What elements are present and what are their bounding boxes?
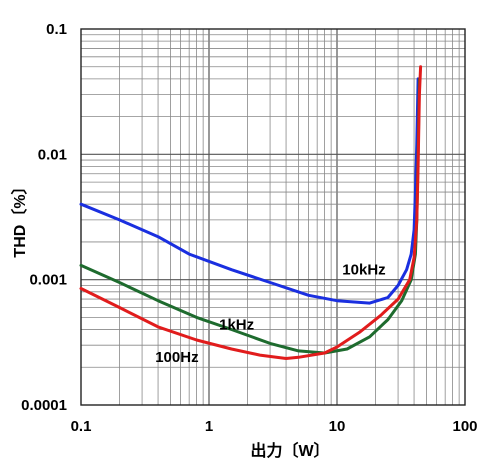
y-tick-label: 0.01 (38, 146, 67, 163)
series-line-100hz (79, 65, 423, 360)
y-tick-label: 0.1 (46, 21, 67, 38)
series-label-1khz: 1kHz (219, 317, 254, 334)
y-tick-labels: 0.1 0.01 0.001 0.0001 (21, 21, 67, 414)
series-line-10khz (79, 77, 420, 305)
grid (81, 29, 465, 405)
x-tick-label: 0.1 (71, 418, 92, 435)
series-line-1khz (79, 77, 421, 355)
series-labels: 10kHz 1kHz 100Hz (155, 261, 385, 366)
y-axis-title: THD〔%〕 (11, 178, 29, 257)
x-tick-label: 100 (452, 418, 477, 435)
x-axis-title: 出力〔W〕 (250, 441, 329, 460)
plot-border (80, 28, 466, 406)
y-tick-label: 0.0001 (21, 397, 67, 414)
y-tick-label: 0.001 (29, 272, 67, 289)
x-tick-label: 1 (205, 418, 213, 435)
series-label-100hz: 100Hz (155, 349, 198, 366)
series-label-10khz: 10kHz (342, 261, 385, 278)
plot-frame (80, 28, 466, 406)
series-group (79, 65, 423, 360)
x-tick-labels: 0.1 1 10 100 (71, 418, 478, 435)
x-tick-label: 10 (329, 418, 346, 435)
